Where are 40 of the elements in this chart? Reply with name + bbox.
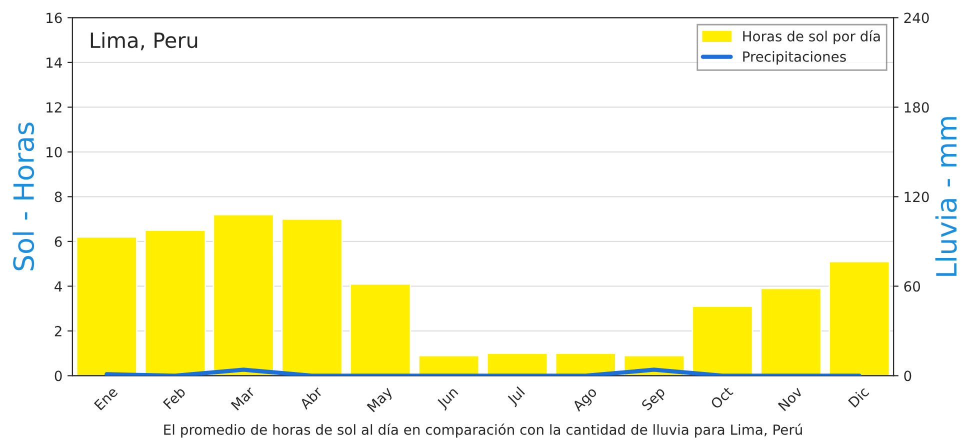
y-tick-label: 4 <box>54 281 62 292</box>
bar <box>76 236 138 376</box>
x-tick-label: Oct <box>710 386 734 410</box>
text: El promedio de horas de sol al día en comparación con la cantidad de lluvia para Lima, Perú <box>164 424 802 438</box>
y-tick-label: 10 <box>46 146 62 158</box>
x-tick-label: Ene <box>94 386 118 411</box>
y-tick-label: 14 <box>46 58 62 68</box>
y-tick-label: 2 <box>54 326 62 336</box>
y-tick-label: 0 <box>54 370 62 382</box>
x-tick-label: Jul <box>506 386 527 408</box>
x-tick-label: Sep <box>640 386 668 413</box>
legend-label: Precipitaciones <box>743 51 846 65</box>
x-tick-label: Ago <box>572 386 600 414</box>
y2-tick-label: 180 <box>904 102 929 113</box>
y-axis-title: Sol - Horas <box>12 122 34 270</box>
x-tick-label: Feb <box>162 386 186 410</box>
x-tick-label: Dic <box>848 386 870 408</box>
y2-tick-label: 0 <box>904 370 912 382</box>
y-tick-label: 6 <box>54 236 62 247</box>
x-tick-label: Mar <box>230 386 256 411</box>
y2-axis-title: Lluvia - mm <box>935 117 957 276</box>
x-tick-label: Abr <box>298 385 324 410</box>
y-tick-label: 16 <box>46 12 62 24</box>
bar <box>144 230 206 376</box>
y2-tick-label: 60 <box>904 281 920 292</box>
bar <box>692 306 754 376</box>
y2-tick-label: 120 <box>904 192 929 202</box>
bar <box>212 214 274 376</box>
legend-label: Horas de sol por día <box>743 30 880 44</box>
bar <box>281 218 343 376</box>
y-tick-label: 12 <box>46 102 62 112</box>
bar <box>828 260 890 376</box>
bar <box>350 283 412 376</box>
text: Lima, Peru <box>90 32 198 50</box>
y2-tick-label: 240 <box>904 12 929 24</box>
x-tick-label: Nov <box>778 386 804 412</box>
x-tick-label: Jun <box>436 386 460 411</box>
bar <box>486 352 548 376</box>
y-tick-label: 8 <box>54 192 62 202</box>
bar <box>760 288 822 376</box>
